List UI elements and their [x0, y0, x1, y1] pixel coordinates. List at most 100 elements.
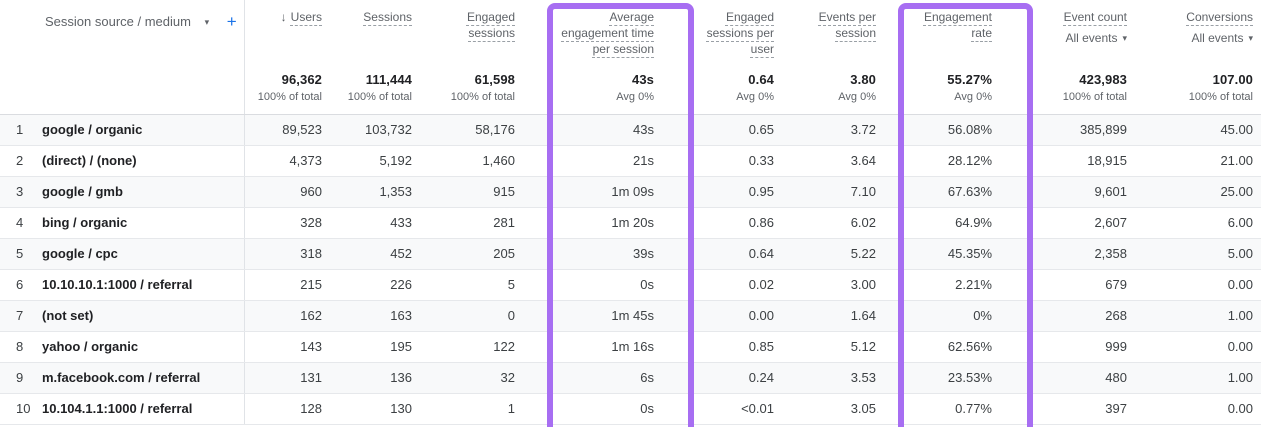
cell-engaged-sessions-per-user: 0.33 [748, 153, 774, 168]
cell-engagement-rate: 56.08% [947, 122, 992, 137]
cell-sessions: 1,353 [379, 184, 412, 199]
table-row: 8 yahoo / organic 143 195 122 1m 16s 0.8… [0, 332, 1261, 363]
total-sessions: 111,444 100% of total [347, 72, 412, 103]
cell-avg-engagement-time: 0s [640, 277, 654, 292]
column-header-avg-engagement-time-label[interactable]: Average engagement time per session [561, 10, 654, 56]
cell-event-count: 999 [1105, 339, 1127, 354]
row-source-medium: google / organic [30, 115, 245, 145]
cell-avg-engagement-time: 21s [633, 153, 654, 168]
column-header-engaged-sessions-label[interactable]: Engaged sessions [466, 10, 515, 40]
cell-users: 215 [300, 277, 322, 292]
cell-events-per-session: 3.53 [850, 370, 876, 385]
cell-engaged-sessions: 122 [493, 339, 515, 354]
cell-users: 162 [300, 308, 322, 323]
total-event-count: 423,983 100% of total [1062, 72, 1127, 103]
cell-events-per-session: 5.22 [850, 246, 876, 261]
column-header-conversions-label[interactable]: Conversions [1186, 10, 1253, 24]
column-header-sessions-label[interactable]: Sessions [363, 10, 412, 24]
cell-engaged-sessions-per-user: 0.24 [748, 370, 774, 385]
cell-engagement-rate: 23.53% [947, 370, 992, 385]
column-header-conversions: Conversions All events ▾ [1135, 0, 1261, 62]
column-header-engaged-sessions-per-user: Engaged sessions per user [662, 0, 782, 62]
cell-conversions: 21.00 [1220, 153, 1253, 168]
cell-engagement-rate: 2.21% [955, 277, 992, 292]
cell-event-count: 2,607 [1094, 215, 1127, 230]
row-index: 4 [16, 215, 24, 230]
total-events-per-session: 3.80 Avg 0% [838, 72, 876, 103]
conversions-events-select[interactable]: All events ▾ [1191, 31, 1253, 45]
cell-users: 318 [300, 246, 322, 261]
cell-engaged-sessions: 58,176 [475, 122, 515, 137]
cell-event-count: 397 [1105, 401, 1127, 416]
cell-conversions: 0.00 [1227, 277, 1253, 292]
column-header-events-per-session-label[interactable]: Events per session [818, 10, 876, 40]
cell-engagement-rate: 28.12% [947, 153, 992, 168]
cell-avg-engagement-time: 1m 09s [611, 184, 654, 199]
cell-events-per-session: 3.64 [850, 153, 876, 168]
cell-engagement-rate: 62.56% [947, 339, 992, 354]
cell-users: 328 [300, 215, 322, 230]
total-conversions: 107.00 100% of total [1188, 72, 1253, 103]
cell-engaged-sessions: 281 [493, 215, 515, 230]
table-row: 5 google / cpc 318 452 205 39s 0.64 5.22… [0, 239, 1261, 270]
add-dimension-icon[interactable]: + [226, 12, 237, 31]
cell-engaged-sessions-per-user: 0.64 [748, 246, 774, 261]
chevron-down-icon[interactable]: ▾ [204, 17, 210, 27]
column-header-sessions: Sessions [330, 0, 420, 62]
cell-conversions: 25.00 [1220, 184, 1253, 199]
cell-event-count: 679 [1105, 277, 1127, 292]
cell-event-count: 480 [1105, 370, 1127, 385]
cell-event-count: 268 [1105, 308, 1127, 323]
dimension-dropdown[interactable]: Session source / medium [45, 14, 191, 29]
column-header-engaged-sessions-per-user-label[interactable]: Engaged sessions per user [706, 10, 774, 56]
cell-sessions: 163 [390, 308, 412, 323]
cell-users: 128 [300, 401, 322, 416]
cell-sessions: 433 [390, 215, 412, 230]
cell-avg-engagement-time: 1m 16s [611, 339, 654, 354]
cell-users: 131 [300, 370, 322, 385]
cell-events-per-session: 5.12 [850, 339, 876, 354]
row-source-medium: google / gmb [30, 177, 245, 207]
row-index: 10 [16, 401, 30, 416]
cell-engaged-sessions-per-user: <0.01 [741, 401, 774, 416]
row-source-medium: bing / organic [30, 208, 245, 238]
cell-engagement-rate: 45.35% [947, 246, 992, 261]
event-count-events-select[interactable]: All events ▾ [1065, 31, 1127, 45]
cell-events-per-session: 7.10 [850, 184, 876, 199]
cell-event-count: 385,899 [1080, 122, 1127, 137]
cell-engaged-sessions-per-user: 0.85 [748, 339, 774, 354]
row-source-medium: (direct) / (none) [30, 146, 245, 176]
cell-engaged-sessions: 915 [493, 184, 515, 199]
cell-engaged-sessions-per-user: 0.02 [748, 277, 774, 292]
row-index: 7 [16, 308, 24, 323]
column-header-avg-engagement-time: Average engagement time per session [523, 0, 662, 62]
row-index: 2 [16, 153, 24, 168]
total-engaged-sessions: 61,598 100% of total [450, 72, 515, 103]
cell-engagement-rate: 67.63% [947, 184, 992, 199]
cell-engagement-rate: 64.9% [955, 215, 992, 230]
cell-event-count: 9,601 [1094, 184, 1127, 199]
cell-conversions: 45.00 [1220, 122, 1253, 137]
row-index: 1 [16, 122, 24, 137]
total-engagement-rate: 55.27% Avg 0% [947, 72, 992, 103]
column-header-engagement-rate-label[interactable]: Engagement rate [923, 10, 992, 40]
cell-sessions: 5,192 [379, 153, 412, 168]
sort-descending-icon[interactable]: ↓ [280, 10, 287, 24]
cell-users: 960 [300, 184, 322, 199]
cell-events-per-session: 6.02 [850, 215, 876, 230]
total-engaged-sessions-per-user: 0.64 Avg 0% [736, 72, 774, 103]
cell-avg-engagement-time: 43s [633, 122, 654, 137]
column-header-users-label[interactable]: Users [290, 10, 322, 24]
table-row: 7 (not set) 162 163 0 1m 45s 0.00 1.64 0… [0, 301, 1261, 332]
cell-conversions: 0.00 [1227, 401, 1253, 416]
column-header-engagement-rate: Engagement rate [884, 0, 1000, 62]
dimension-header: Session source / medium ▾ + [30, 0, 245, 62]
column-header-event-count-label[interactable]: Event count [1063, 10, 1127, 24]
cell-engaged-sessions: 5 [507, 277, 515, 292]
cell-engaged-sessions-per-user: 0.95 [748, 184, 774, 199]
cell-sessions: 103,732 [365, 122, 412, 137]
cell-conversions: 0.00 [1227, 339, 1253, 354]
cell-conversions: 1.00 [1227, 308, 1253, 323]
cell-engagement-rate: 0.77% [955, 401, 992, 416]
